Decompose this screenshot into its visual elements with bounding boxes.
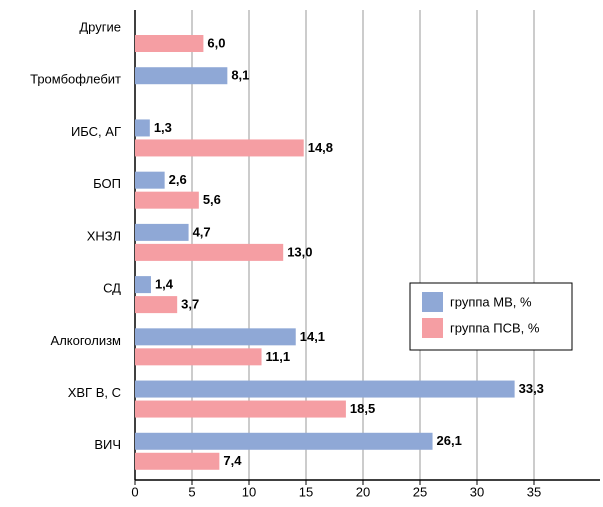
bar [135, 328, 296, 346]
bar [135, 243, 284, 261]
bar [135, 223, 189, 241]
bar [135, 348, 262, 366]
value-label: 13,0 [287, 244, 312, 259]
x-tick-label: 20 [356, 484, 370, 499]
x-tick-label: 35 [527, 484, 541, 499]
value-label: 14,8 [308, 140, 333, 155]
bar [135, 380, 515, 398]
y-tick-label: Другие [79, 19, 121, 34]
bar [135, 432, 433, 450]
legend-label: группа МВ, % [450, 294, 532, 309]
y-tick-label: Алкоголизм [51, 333, 122, 348]
bar [135, 171, 165, 189]
x-tick-label: 15 [299, 484, 313, 499]
value-label: 7,4 [223, 453, 242, 468]
x-tick-label: 5 [188, 484, 195, 499]
value-label: 8,1 [231, 68, 249, 83]
value-label: 2,6 [169, 172, 187, 187]
bar [135, 35, 204, 52]
bar [135, 139, 304, 157]
value-label: 5,6 [203, 192, 221, 207]
y-tick-label: ХВГ В, С [68, 385, 121, 400]
legend-swatch [422, 318, 443, 338]
y-tick-label: БОП [93, 176, 121, 191]
value-label: 4,7 [193, 224, 211, 239]
bar [135, 191, 199, 209]
x-tick-label: 10 [242, 484, 256, 499]
value-label: 6,0 [207, 35, 225, 50]
x-tick-label: 30 [470, 484, 484, 499]
bar [135, 400, 346, 418]
value-label: 26,1 [437, 433, 462, 448]
value-label: 3,7 [181, 297, 199, 312]
value-label: 1,4 [155, 277, 174, 292]
bar [135, 276, 151, 294]
x-tick-label: 0 [131, 484, 138, 499]
value-label: 33,3 [519, 381, 544, 396]
value-label: 11,1 [266, 349, 291, 364]
value-label: 18,5 [350, 401, 375, 416]
y-tick-label: ВИЧ [94, 437, 121, 452]
legend-label: группа ПСВ, % [450, 320, 540, 335]
value-label: 1,3 [154, 120, 172, 135]
value-label: 14,1 [300, 329, 325, 344]
legend-swatch [422, 292, 443, 312]
x-tick-label: 25 [413, 484, 427, 499]
bar [135, 452, 220, 470]
y-tick-label: ХНЗЛ [87, 228, 121, 243]
y-tick-label: Тромбофлебит [30, 72, 121, 87]
y-tick-label: ИБС, АГ [71, 124, 121, 139]
bar [135, 67, 228, 85]
bar [135, 296, 178, 314]
y-tick-label: СД [103, 281, 121, 296]
bar [135, 119, 150, 137]
